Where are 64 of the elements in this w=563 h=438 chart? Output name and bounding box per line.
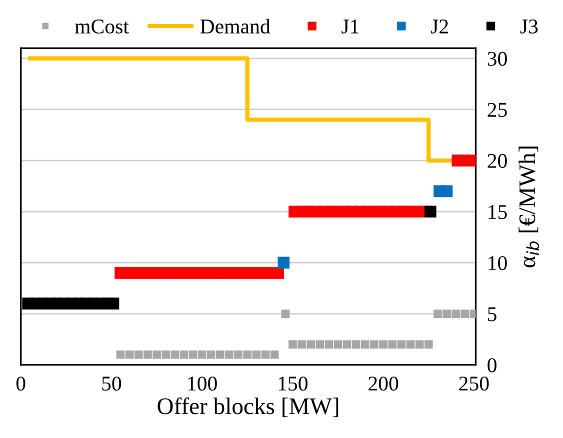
legend-label: Demand bbox=[200, 18, 270, 34]
point bbox=[261, 350, 270, 359]
point bbox=[370, 340, 378, 349]
point bbox=[170, 350, 180, 359]
point bbox=[442, 310, 451, 318]
point bbox=[162, 350, 170, 359]
point bbox=[334, 340, 342, 349]
point bbox=[306, 340, 315, 349]
y-tick-label: 0 bbox=[488, 358, 496, 372]
point bbox=[216, 350, 224, 359]
point bbox=[460, 310, 470, 318]
y-tick-label: 30 bbox=[488, 52, 507, 66]
point bbox=[361, 340, 370, 349]
point bbox=[288, 340, 297, 349]
y-tick-label: 5 bbox=[488, 307, 496, 322]
legend-label: J3 bbox=[520, 20, 538, 34]
point bbox=[424, 340, 433, 349]
x-axis-title: Offer blocks [MW] bbox=[158, 397, 338, 418]
legend-label: mCost bbox=[74, 20, 129, 34]
point bbox=[125, 350, 134, 359]
point bbox=[116, 350, 125, 359]
point bbox=[180, 350, 188, 359]
point bbox=[107, 298, 120, 310]
point bbox=[188, 350, 198, 359]
point bbox=[144, 350, 152, 359]
point bbox=[252, 350, 261, 359]
point bbox=[298, 340, 306, 349]
x-tick-label: 150 bbox=[278, 376, 308, 391]
x-tick-label: 250 bbox=[459, 376, 489, 391]
y-tick-label: 15 bbox=[488, 205, 507, 220]
x-tick-label: 100 bbox=[188, 376, 217, 391]
point bbox=[397, 340, 406, 349]
point bbox=[243, 350, 252, 359]
point bbox=[440, 185, 453, 198]
y-tick-label: 25 bbox=[488, 102, 507, 117]
point bbox=[272, 267, 284, 279]
point bbox=[206, 350, 216, 359]
y-tick-label: 10 bbox=[488, 256, 507, 270]
point bbox=[134, 350, 143, 359]
x-tick-label: 50 bbox=[102, 376, 122, 391]
legend-label: J1 bbox=[342, 20, 358, 34]
point bbox=[316, 340, 324, 349]
x-tick-label: 0 bbox=[16, 376, 26, 391]
point bbox=[342, 340, 352, 349]
point bbox=[452, 310, 460, 318]
x-tick-label: 200 bbox=[368, 376, 398, 391]
point bbox=[198, 350, 206, 359]
point bbox=[406, 340, 415, 349]
point bbox=[234, 350, 242, 359]
y-axis-title: α$_{ib}$ [€/MWh] bbox=[518, 146, 540, 268]
point bbox=[434, 310, 442, 318]
point bbox=[324, 340, 334, 349]
point bbox=[379, 340, 388, 349]
legend-label: J2 bbox=[431, 20, 448, 34]
point bbox=[388, 340, 397, 349]
point bbox=[424, 206, 436, 218]
point bbox=[278, 256, 290, 269]
point bbox=[225, 350, 234, 359]
point bbox=[152, 350, 161, 359]
point bbox=[281, 310, 290, 318]
point bbox=[415, 340, 424, 349]
y-tick-label: 20 bbox=[488, 154, 507, 168]
point bbox=[352, 340, 360, 349]
point bbox=[270, 350, 279, 359]
